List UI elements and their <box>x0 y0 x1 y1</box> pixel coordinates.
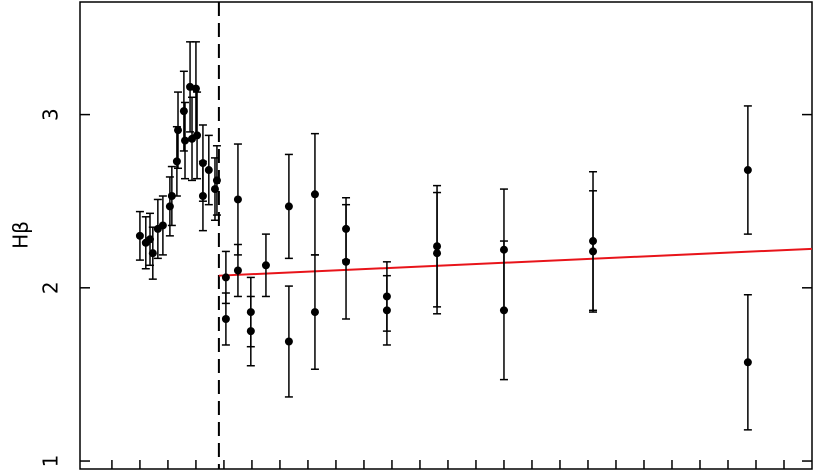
data-point <box>246 327 255 336</box>
data-point <box>135 231 144 240</box>
data-point <box>261 261 270 270</box>
data-point <box>212 176 221 185</box>
data-point <box>233 195 242 204</box>
data-point <box>342 257 351 266</box>
plot-frame <box>79 1 813 470</box>
data-point <box>181 136 190 145</box>
data-point <box>310 308 319 317</box>
data-point <box>191 84 200 93</box>
data-point <box>221 314 230 323</box>
data-point <box>148 249 157 258</box>
data-point <box>284 202 293 211</box>
y-tick-label: 3 <box>39 108 63 121</box>
data-point <box>499 306 508 315</box>
data-point <box>433 249 442 258</box>
data-point <box>167 192 176 201</box>
data-point <box>179 107 188 116</box>
fit-line <box>218 247 813 277</box>
data-point <box>589 247 598 256</box>
data-point <box>198 192 207 201</box>
data-point <box>158 221 167 230</box>
data-point <box>743 166 752 175</box>
y-tick-label: 1 <box>39 455 63 468</box>
data-point <box>204 166 213 175</box>
data-point <box>310 190 319 199</box>
data-point <box>382 306 391 315</box>
data-point <box>743 358 752 367</box>
data-point <box>172 157 181 166</box>
data-point <box>165 202 174 211</box>
data-point <box>221 273 230 282</box>
y-axis-label: Hβ <box>9 221 33 249</box>
data-point <box>193 131 202 140</box>
data-point <box>284 337 293 346</box>
y-tick-label: 2 <box>39 281 63 294</box>
data-point <box>210 185 219 194</box>
data-point <box>174 126 183 135</box>
data-point <box>233 266 242 275</box>
data-point <box>146 235 155 244</box>
